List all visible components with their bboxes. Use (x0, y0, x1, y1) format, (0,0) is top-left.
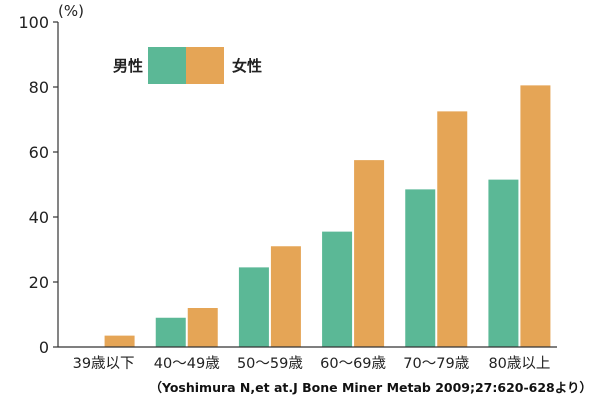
bar-female-1 (187, 308, 218, 347)
legend-swatch-female (186, 47, 224, 84)
bars-layer (104, 85, 551, 347)
y-ticks: 0 20 40 60 80 100 (18, 13, 58, 357)
x-tick-label: 39歳以下 (73, 355, 135, 372)
legend-label-female: 女性 (232, 57, 262, 75)
x-tick-label: 40～49歳 (154, 355, 220, 372)
bar-male-4 (405, 189, 436, 347)
legend: 男性 女性 (113, 47, 262, 84)
bar-male-5 (488, 179, 519, 347)
bar-male-3 (322, 231, 353, 347)
x-tick-label: 70～79歳 (403, 355, 469, 372)
legend-label-male: 男性 (113, 57, 143, 75)
citation: （Yoshimura N,et at.J Bone Miner Metab 20… (149, 380, 592, 395)
y-tick-label: 20 (29, 273, 49, 292)
x-tick-label: 60～69歳 (320, 355, 386, 372)
bar-female-3 (354, 160, 385, 347)
unit-label: (%) (58, 2, 84, 20)
y-tick-label: 40 (29, 208, 49, 227)
bar-female-4 (437, 111, 468, 347)
bar-female-5 (520, 85, 551, 347)
y-tick-label: 80 (29, 78, 49, 97)
legend-swatch-male (148, 47, 186, 84)
y-tick-label: 60 (29, 143, 49, 162)
axes-layer (57, 22, 557, 348)
bar-male-2 (238, 267, 269, 347)
x-tick-label: 50～59歳 (237, 355, 303, 372)
y-tick-label: 100 (18, 13, 49, 32)
bar-male-1 (155, 317, 186, 347)
x-tick-label: 80歳以上 (488, 355, 550, 372)
y-tick-label: 0 (39, 338, 49, 357)
bar-female-0 (104, 335, 135, 347)
bar-female-2 (270, 246, 301, 347)
x-tick-labels: 39歳以下 40～49歳 50～59歳 60～69歳 70～79歳 80歳以上 (73, 355, 551, 372)
